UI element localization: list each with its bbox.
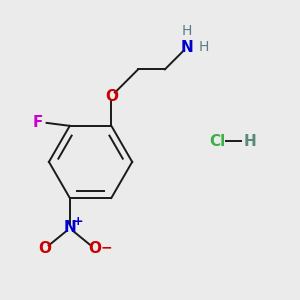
Text: O: O	[88, 241, 101, 256]
Text: O: O	[38, 241, 51, 256]
Text: N: N	[63, 220, 76, 235]
Text: H: H	[182, 24, 192, 38]
Text: O: O	[105, 88, 118, 104]
Text: H: H	[198, 40, 209, 54]
Text: F: F	[33, 116, 43, 130]
Text: −: −	[100, 240, 112, 254]
Text: +: +	[73, 214, 83, 228]
Text: H: H	[244, 134, 256, 148]
Text: N: N	[181, 40, 194, 55]
Text: Cl: Cl	[209, 134, 226, 148]
